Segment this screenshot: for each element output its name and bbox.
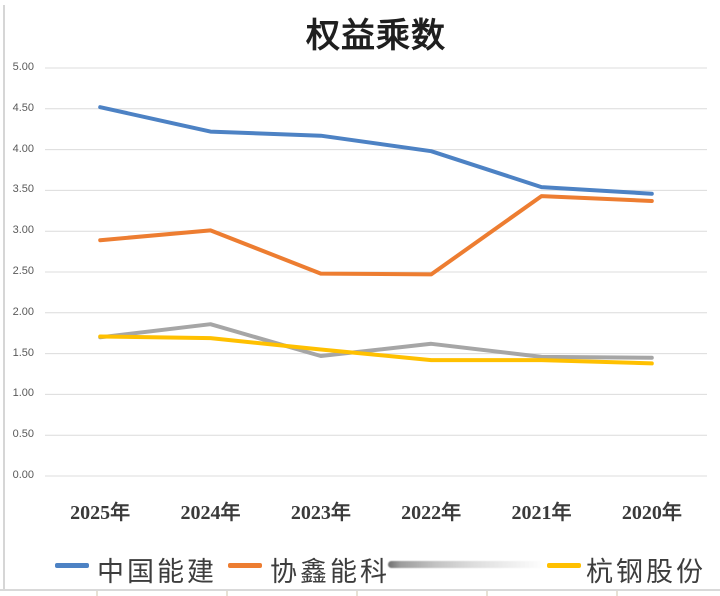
y-axis-tick-label: 0.50 — [12, 428, 34, 441]
legend-dash-blue-icon — [55, 563, 89, 568]
x-axis-category-label: 2023年 — [290, 502, 351, 524]
chart-title: 权益乘数 — [306, 18, 446, 55]
y-axis-tick-label: 0.00 — [12, 469, 34, 481]
legend-label: 协鑫能科 — [270, 557, 390, 587]
x-axis-category-label: 2020年 — [621, 502, 682, 524]
y-axis-tick-label: 5.00 — [12, 61, 34, 73]
y-axis-tick-label: 1.50 — [12, 346, 34, 359]
legend-label: 中国能建 — [97, 557, 217, 587]
spreadsheet-cell-ticks — [32, 591, 720, 596]
x-axis-category-label: 2024年 — [180, 502, 241, 524]
series-line-杭钢股份 — [98, 334, 654, 366]
y-axis-tick-label: 1.00 — [12, 387, 34, 400]
window-bottom-border — [0, 589, 720, 591]
window-left-border — [3, 5, 5, 590]
legend-smudged-entry — [388, 561, 546, 568]
y-axis-tick-label: 3.00 — [12, 224, 34, 237]
series-line-中国能建 — [98, 105, 654, 196]
y-axis-tick-label: 4.50 — [12, 101, 34, 114]
x-axis-category-label: 2021年 — [511, 502, 572, 524]
line-chart-plot — [45, 67, 707, 477]
legend-label: 杭钢股份 — [586, 557, 706, 587]
series-line-gray-2 — [98, 322, 654, 360]
legend-dash-yellow-icon — [547, 563, 581, 568]
legend-dash-orange-icon — [228, 563, 262, 568]
series-line-协鑫能科 — [98, 194, 654, 277]
y-axis-tick-label: 4.00 — [12, 142, 34, 155]
y-axis-tick-label: 2.00 — [12, 305, 34, 318]
y-axis-tick-label: 3.50 — [12, 183, 34, 196]
x-axis-category-label: 2025年 — [70, 502, 131, 524]
x-axis-category-label: 2022年 — [401, 502, 462, 524]
chart-legend: 中国能建 协鑫能科 杭钢股份 — [0, 548, 720, 587]
y-axis-tick-label: 2.50 — [12, 265, 34, 277]
